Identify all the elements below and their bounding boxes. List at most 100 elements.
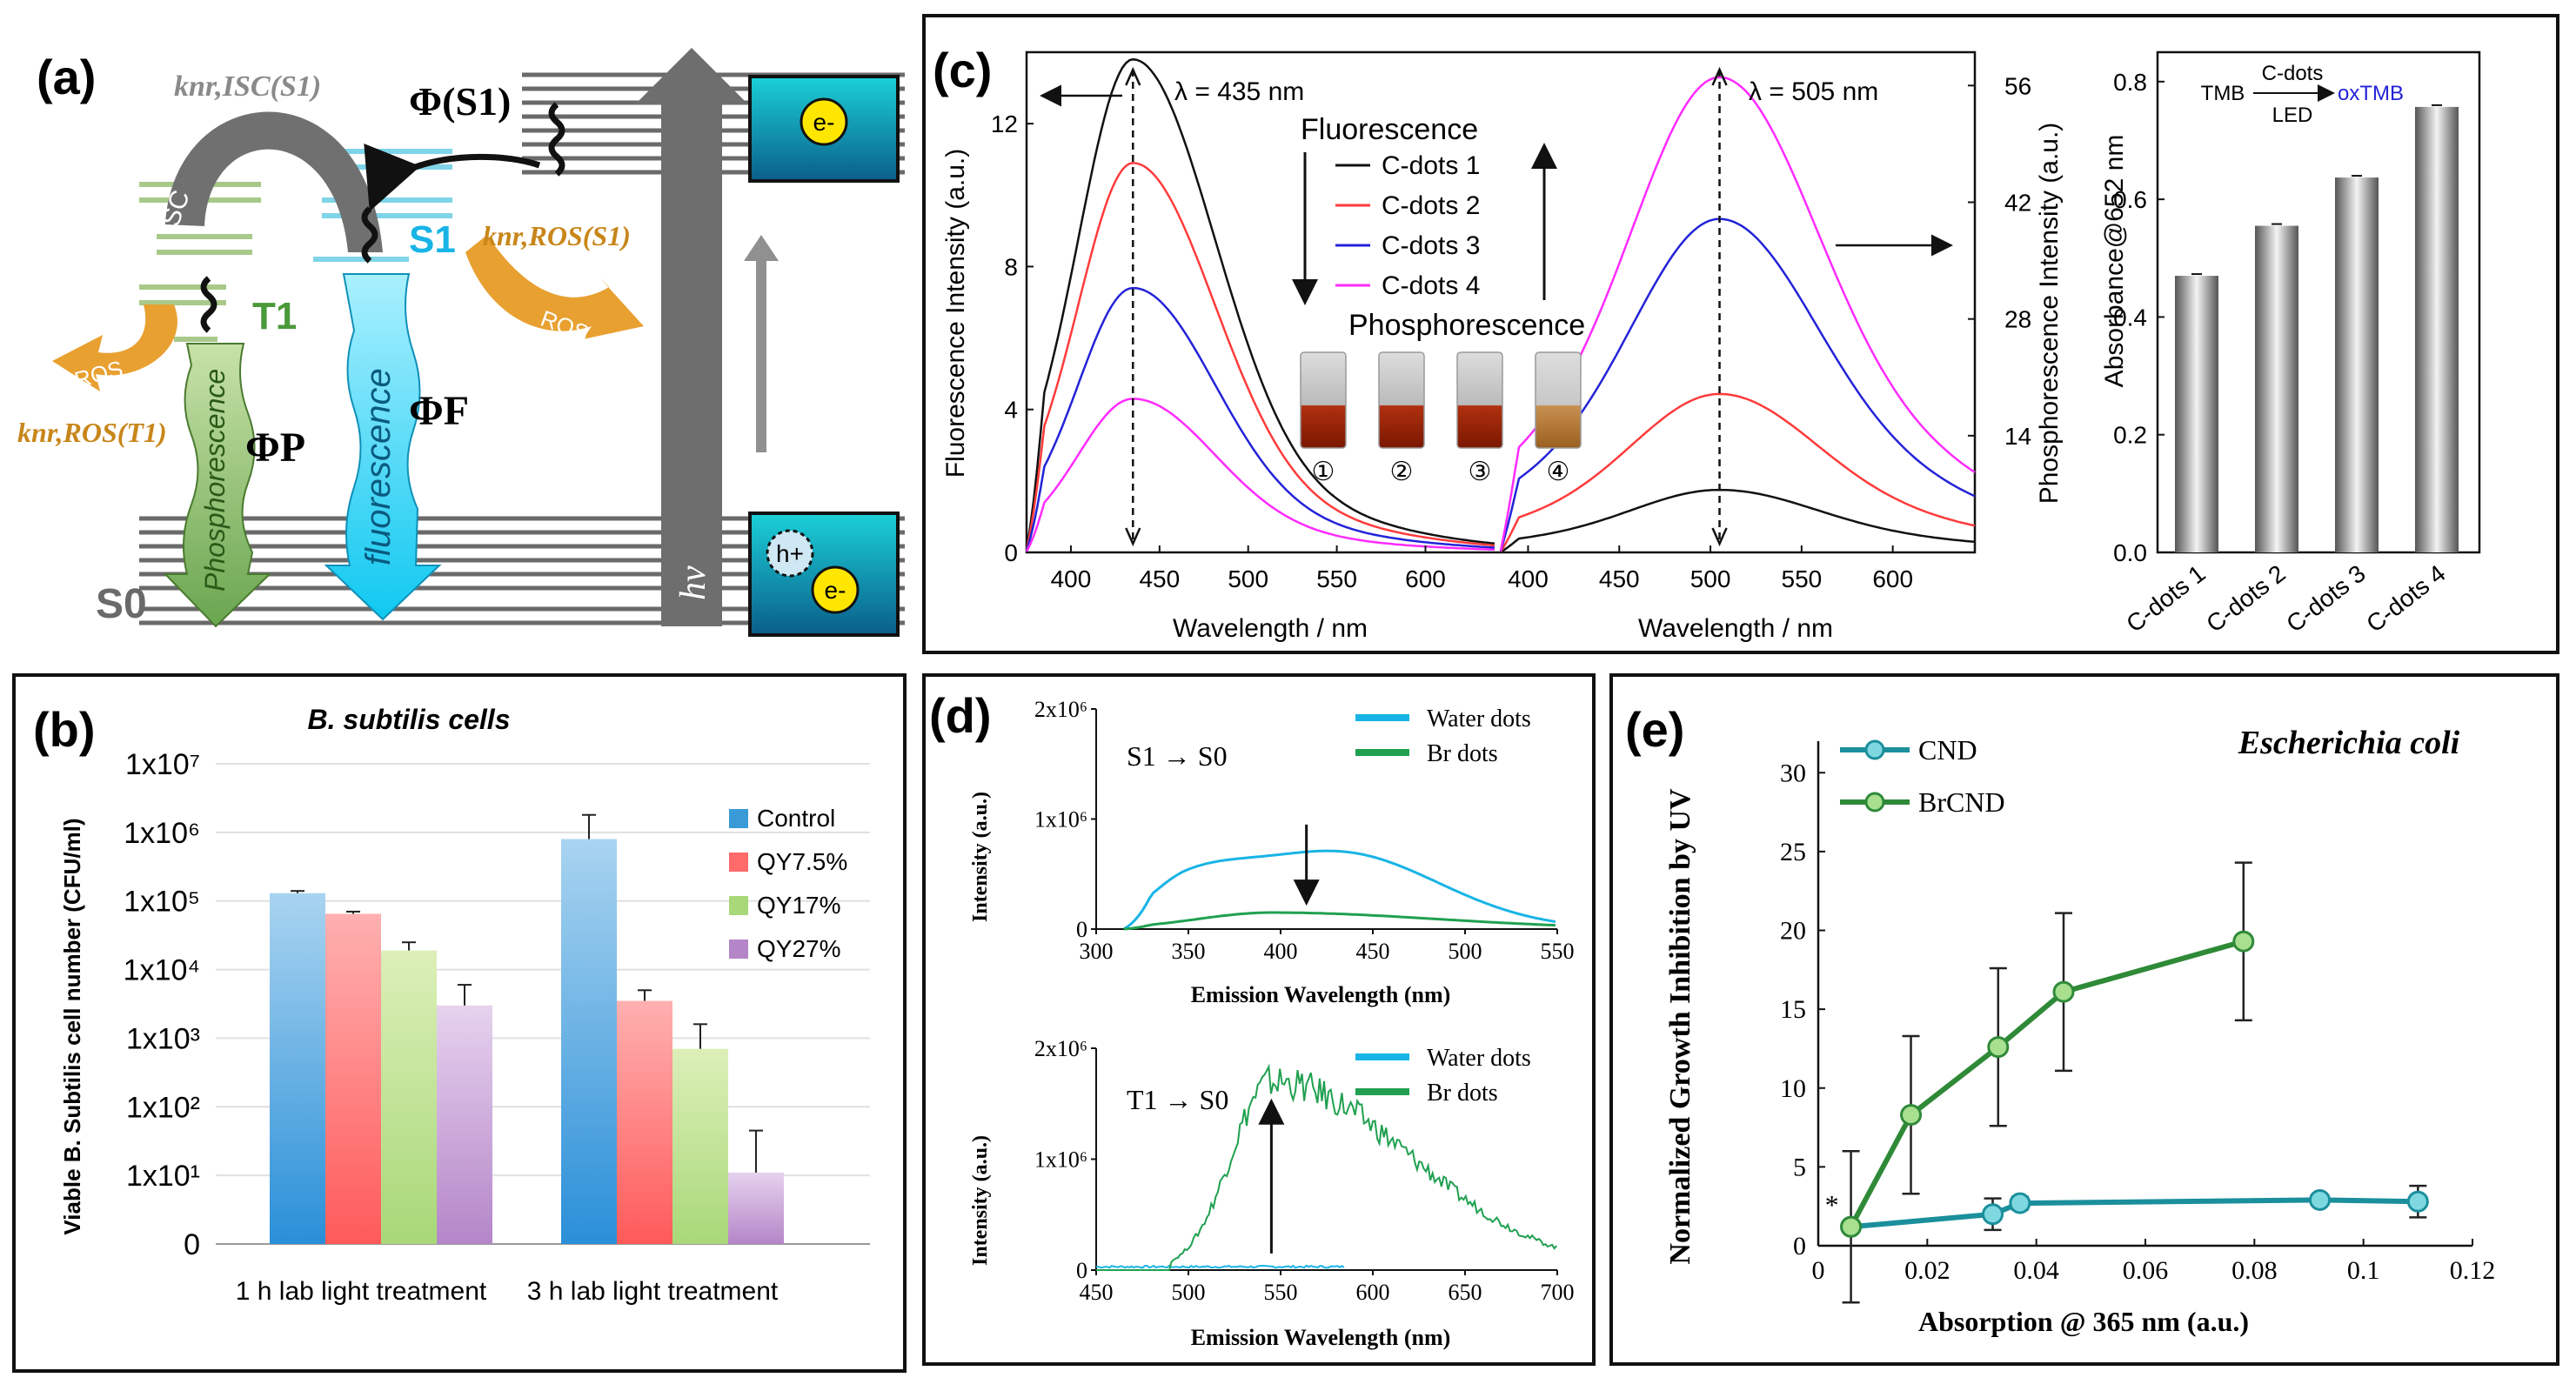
fluorescence-arrow [324, 273, 442, 621]
phosphorescence-arrow [163, 343, 272, 628]
chart-e-point [1987, 1036, 2010, 1059]
chart-c3-ytick: 0.6 [2113, 186, 2147, 213]
chart-d2-series-line [1095, 1264, 1345, 1269]
chart-e-xtick: 0 [1812, 1256, 1825, 1285]
panel-b-frame [12, 673, 907, 1373]
scheme-reactant: TMB [2201, 82, 2245, 105]
chart-c3-xtick: C-dots 1 [2121, 559, 2210, 638]
chart-e-ytick: 25 [1780, 838, 1806, 866]
chart-c2-ytick: 14 [2004, 423, 2031, 450]
knr-isc-label: knr,ISC(S1) [174, 70, 321, 103]
chart-e-legend-marker [1864, 792, 1885, 813]
scheme-condition: LED [2272, 104, 2313, 127]
ros-arrow-t1 [52, 304, 177, 391]
hole-label: h+ [776, 540, 804, 567]
panel-label-c: (c) [933, 43, 992, 97]
chart-d1-legend-label: Water dots [1427, 706, 1531, 732]
chart-d2-xtick: 450 [1080, 1280, 1114, 1305]
chart-d1-xtick: 300 [1080, 939, 1114, 964]
chart-d1-xlabel: Emission Wavelength (nm) [1191, 982, 1451, 1007]
vial-number: ④ [1547, 457, 1570, 487]
chart-d2-annotation: T1 → S0 [1127, 1084, 1228, 1115]
chart-d2-legend-label: Br dots [1427, 1080, 1498, 1107]
chart-e-ytick: 5 [1793, 1153, 1806, 1181]
chart-d2-xlabel: Emission Wavelength (nm) [1191, 1325, 1451, 1350]
chart-c2-xtick: 500 [1690, 565, 1731, 592]
chart-b-legend-label: Control [757, 805, 835, 832]
chart-c2-ytick: 42 [2004, 190, 2031, 217]
chart-d1-xtick: 450 [1356, 939, 1390, 964]
panel-label-b: (b) [33, 702, 96, 757]
vial-image [1378, 351, 1425, 449]
relax-arrow [364, 143, 541, 211]
chart-b-bar [561, 839, 617, 1244]
chart-c3-xtick: C-dots 4 [2361, 559, 2450, 638]
chart-e-asterisk: * [1825, 1189, 1839, 1220]
chart-b-bar [437, 1005, 492, 1244]
chart-e-ytick: 30 [1780, 759, 1806, 787]
chart-c-legend-label: C-dots 3 [1382, 231, 1480, 260]
electron-label-top: e- [813, 109, 835, 136]
chart-d1-plot: 300 350 400 450 500 550 0 1x10⁶ 2x10⁶ Water dots B… [1034, 697, 1575, 964]
panel-e: (e) 0 0.02 0.04 0.06 0.08 0.1 0.12 0 5 10 15 20 25 30… [1609, 673, 2559, 1366]
chart-c1-legend-title: Fluorescence [1301, 113, 1478, 146]
chart-d1-series-line [1123, 911, 1556, 931]
chart-c2-annotation: λ = 505 nm [1749, 77, 1878, 106]
chart-b-ytick: 1x10⁷ [125, 748, 200, 781]
chart-d2-xtick: 550 [1264, 1280, 1298, 1305]
chart-b-bar [270, 893, 325, 1244]
chart-c2-ytick: 28 [2004, 306, 2031, 333]
wavy-arrow-s1 [361, 206, 378, 264]
chart-d2-ytick: 2x10⁶ [1034, 1036, 1087, 1061]
chart-d2-xtick: 600 [1356, 1280, 1390, 1305]
chart-c1-ytick: 4 [1004, 397, 1018, 424]
chart-c1-series-line [1025, 398, 1495, 552]
panel-d-frame [922, 673, 1596, 1366]
chart-d1-xtick: 550 [1541, 939, 1575, 964]
chart-c2-plot: 400 450 500 550 600 14 28 42 56 [1499, 66, 2031, 592]
chart-d1-annotation: S1 → S0 [1127, 740, 1228, 772]
chart-c-axes-frame [1025, 50, 1977, 554]
chart-d1-legend-label: Br dots [1427, 740, 1498, 767]
chart-e-legend-label: BrCND [1918, 786, 2005, 818]
phosphorescence-label: Phosphorescence [199, 369, 231, 592]
vial-number: ② [1390, 457, 1414, 487]
chart-c1-xtick: 500 [1228, 565, 1268, 592]
chart-c1-series-line [1025, 57, 1495, 551]
chart-c3-xtick: C-dots 2 [2201, 559, 2290, 638]
chart-e-xlabel: Absorption @ 365 nm (a.u.) [1918, 1306, 2249, 1337]
chart-c2-xtick: 450 [1599, 565, 1640, 592]
chart-e-point [1982, 1203, 2004, 1226]
chart-d1-xtick: 350 [1172, 939, 1206, 964]
scheme-product: oxTMB [2338, 82, 2404, 105]
chart-e-xtick: 0.08 [2231, 1256, 2278, 1285]
vial-number: ① [1312, 457, 1335, 487]
chart-e-xtick: 0.1 [2347, 1256, 2380, 1285]
chart-c1-plot: 400 450 500 550 600 0 4 8 12 [991, 50, 1977, 592]
chart-d2-ytick: 1x10⁶ [1034, 1147, 1087, 1173]
chart-c1-annotation: λ = 435 nm [1174, 77, 1304, 106]
chart-c1-xtick: 600 [1405, 565, 1446, 592]
panel-label-e: (e) [1625, 702, 1684, 757]
chart-c-legend: C-dots 1 C-dots 2 C-dots 3 C-dots 4 [1292, 143, 1557, 305]
chart-c3-xtick: C-dots 3 [2281, 559, 2370, 638]
panel-d: (d) 300 350 400 450 500 550 0 1x10⁶ 2x10⁶ Water d… [922, 673, 1596, 1366]
chart-e-series-line [1850, 1197, 2419, 1230]
chart-e-point [1840, 1215, 1863, 1238]
chart-c1-ytick: 8 [1004, 253, 1018, 280]
wavy-arrow-t1 [200, 276, 217, 333]
wavy-arrow-top [548, 102, 565, 177]
chart-c-legend-label: C-dots 4 [1382, 271, 1480, 300]
chart-e-point [2052, 980, 2075, 1003]
chart-b-plot: 0 1x10¹ 1x10² 1x10³ 1x10⁴ 1x10⁵ 1x10⁶ 1x10⁷ Cont… [124, 748, 870, 1306]
chart-c1-xlabel: Wavelength / nm [1173, 614, 1368, 643]
chart-c1-ytick: 0 [1004, 539, 1018, 566]
chart-c2-peak-arrowhead-top [1711, 66, 1728, 86]
chart-b-bar [381, 950, 437, 1244]
chart-c2-xlabel: Wavelength / nm [1638, 614, 1833, 643]
chart-b-title: B. subtilis cells [308, 704, 511, 735]
chart-e-xtick: 0.02 [1904, 1256, 1950, 1285]
chart-c1-xtick: 550 [1316, 565, 1357, 592]
isc-label: ISC [154, 186, 196, 237]
